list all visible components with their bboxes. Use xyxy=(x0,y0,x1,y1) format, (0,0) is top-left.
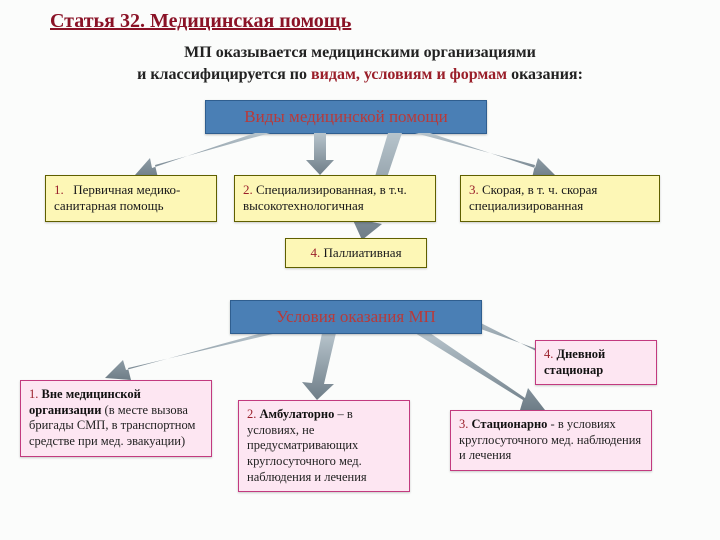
cond-box-2: 2. Амбулаторно – в условиях, не предусма… xyxy=(238,400,410,492)
cond4-num: 4. xyxy=(544,347,553,361)
cond2-num: 2. xyxy=(247,407,256,421)
cond4-text: Дневной стационар xyxy=(544,347,605,377)
cond1-num: 1. xyxy=(29,387,38,401)
conditions-header: Условия оказания МП xyxy=(230,300,482,334)
type-box-3: 3. Скорая, в т. ч. скорая специализирова… xyxy=(460,175,660,222)
intro-line1: МП оказывается медицинскими организациям… xyxy=(184,44,536,61)
intro-line2b: видам, условиям и формам xyxy=(311,66,507,83)
cond3-bold: Стационарно xyxy=(468,417,550,431)
type3-text: Скорая, в т. ч. скорая специализированна… xyxy=(469,182,597,213)
cond-box-1: 1. Вне медицинской организации (в месте … xyxy=(20,380,212,457)
cond-box-3: 3. Стационарно - в условиях круглосуточн… xyxy=(450,410,652,471)
type-box-2: 2. Специализированная, в т.ч. высокотехн… xyxy=(234,175,436,222)
type1-text: Первичная медико-санитарная помощь xyxy=(54,182,180,213)
type-box-4: 4. Паллиативная xyxy=(285,238,427,268)
type-box-1: 1. Первичная медико-санитарная помощь xyxy=(45,175,217,222)
intro-text: МП оказывается медицинскими организациям… xyxy=(0,42,720,85)
types-header: Виды медицинской помощи xyxy=(205,100,487,134)
cond2-bold: Амбулаторно xyxy=(256,407,337,421)
cond3-num: 3. xyxy=(459,417,468,431)
type1-num: 1. xyxy=(54,182,70,198)
page-title: Статья 32. Медицинская помощь xyxy=(50,10,351,33)
cond-box-4: 4. Дневной стационар xyxy=(535,340,657,385)
intro-line2a: и классифицируется по xyxy=(137,66,311,83)
type2-num: 2. xyxy=(243,182,253,197)
type2-text: Специализированная, в т.ч. высокотехноло… xyxy=(243,182,407,213)
type4-num: 4. xyxy=(310,245,320,260)
intro-line2c: оказания: xyxy=(507,66,583,83)
type3-num: 3. xyxy=(469,182,479,197)
type4-text: Паллиативная xyxy=(320,245,401,260)
